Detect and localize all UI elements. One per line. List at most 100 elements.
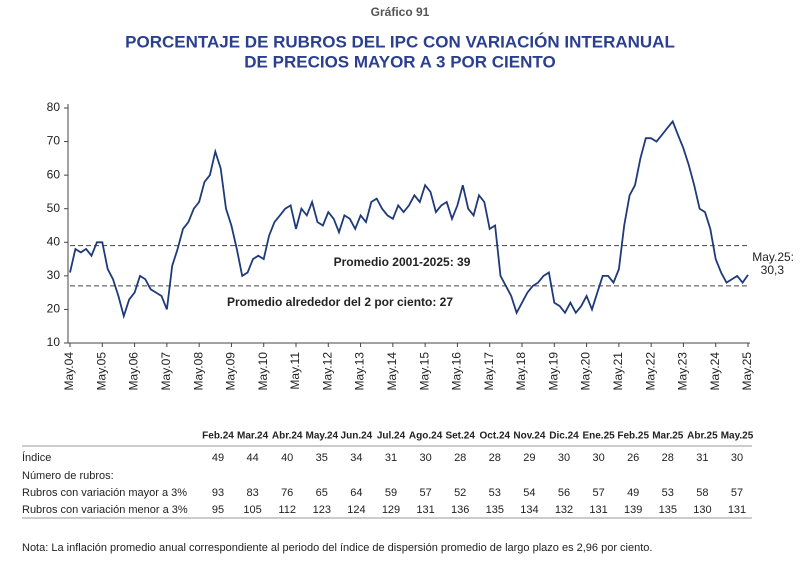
table-cell: 59 <box>385 487 397 499</box>
table-header: Jun.24 <box>341 431 373 442</box>
y-tick-label: 70 <box>47 134 61 148</box>
table-cell: 76 <box>281 487 293 499</box>
table-header: Oct.24 <box>480 431 511 442</box>
table-cell: 31 <box>696 452 708 464</box>
table-header: Abr.25 <box>687 431 718 442</box>
table-cell: 30 <box>731 452 743 464</box>
table-cell: 53 <box>662 487 674 499</box>
table-cell: 52 <box>454 487 466 499</box>
x-tick-label: May.16 <box>450 352 464 391</box>
table-cell: 49 <box>627 487 639 499</box>
end-label: 30,3 <box>761 263 785 277</box>
x-tick-label: May.04 <box>62 352 76 391</box>
table-cell: 44 <box>246 452 258 464</box>
table-header: Feb.25 <box>617 431 649 442</box>
table-cell: 112 <box>278 504 296 516</box>
table-cell: 132 <box>555 504 573 516</box>
table-cell: 105 <box>243 504 261 516</box>
table-cell: 139 <box>624 504 642 516</box>
table-cell: 57 <box>419 487 431 499</box>
table-cell: 30 <box>419 452 431 464</box>
reference-label: Promedio alrededor del 2 por ciento: 27 <box>227 295 453 309</box>
table-cell: 31 <box>385 452 397 464</box>
table-cell: 30 <box>558 452 570 464</box>
table-header: Jul.24 <box>377 431 406 442</box>
table-cell: 129 <box>382 504 400 516</box>
note: Nota: La inflación promedio anual corres… <box>22 542 652 554</box>
table-cell: 29 <box>523 452 535 464</box>
y-tick-label: 80 <box>47 100 61 114</box>
table-cell: 124 <box>347 504 365 516</box>
table-cell: 134 <box>520 504 538 516</box>
table-header: Feb.24 <box>202 431 234 442</box>
table-cell: 28 <box>489 452 501 464</box>
table-cell: 57 <box>592 487 604 499</box>
title: PORCENTAJE DE RUBROS DEL IPC CON VARIACI… <box>125 32 675 51</box>
x-tick-label: May.23 <box>676 352 690 391</box>
table-cell: 65 <box>316 487 328 499</box>
x-tick-label: May.22 <box>643 352 657 391</box>
x-tick-label: May.20 <box>579 352 593 391</box>
table-cell: 123 <box>313 504 331 516</box>
x-tick-label: May.07 <box>159 352 173 391</box>
table-cell: 93 <box>212 487 224 499</box>
x-tick-label: May.13 <box>353 352 367 391</box>
table-cell: 30 <box>592 452 604 464</box>
table-cell: 131 <box>728 504 746 516</box>
row-label: Número de rubros: <box>22 470 114 482</box>
series-line <box>69 119 749 320</box>
x-tick-label: May.15 <box>417 352 431 391</box>
x-tick-label: May.21 <box>611 352 625 391</box>
x-tick-label: May.08 <box>191 352 205 391</box>
table-cell: 135 <box>486 504 504 516</box>
table-header: May.24 <box>305 431 338 442</box>
y-tick-label: 50 <box>47 201 61 215</box>
x-tick-label: May.06 <box>127 352 141 391</box>
table-cell: 28 <box>454 452 466 464</box>
table-header: Mar.25 <box>652 431 684 442</box>
end-label: May.25: <box>752 250 794 264</box>
table-cell: 130 <box>693 504 711 516</box>
x-tick-label: May.17 <box>482 352 496 391</box>
table-cell: 131 <box>416 504 434 516</box>
x-tick-label: May.10 <box>256 352 270 391</box>
table-header: Nov.24 <box>513 431 545 442</box>
table-cell: 49 <box>212 452 224 464</box>
table-cell: 28 <box>662 452 674 464</box>
table-cell: 34 <box>350 452 362 464</box>
chart-label: Gráfico 91 <box>371 5 430 19</box>
row-label: Rubros con variación menor a 3% <box>22 504 188 516</box>
x-tick-label: May.18 <box>514 352 528 391</box>
table-cell: 56 <box>558 487 570 499</box>
x-tick-label: May.11 <box>288 352 302 390</box>
table-cell: 136 <box>451 504 469 516</box>
table-cell: 95 <box>212 504 224 516</box>
table-header: Mar.24 <box>237 431 269 442</box>
table-header: Ene.25 <box>582 431 615 442</box>
x-tick-label: May.12 <box>320 352 334 391</box>
table-cell: 26 <box>627 452 639 464</box>
title: DE PRECIOS MAYOR A 3 POR CIENTO <box>244 52 555 71</box>
row-label: Rubros con variación mayor a 3% <box>22 487 187 499</box>
table-header: Abr.24 <box>272 431 303 442</box>
table-cell: 135 <box>659 504 677 516</box>
y-tick-label: 40 <box>47 234 61 248</box>
x-tick-label: May.19 <box>546 352 560 391</box>
table-cell: 40 <box>281 452 293 464</box>
y-tick-label: 60 <box>47 167 61 181</box>
table-header: Set.24 <box>445 431 475 442</box>
table-cell: 54 <box>523 487 535 499</box>
table-cell: 83 <box>246 487 258 499</box>
y-tick-label: 20 <box>47 302 61 316</box>
table-cell: 58 <box>696 487 708 499</box>
table-cell: 53 <box>489 487 501 499</box>
row-label: Índice <box>22 451 51 464</box>
x-tick-label: May.25 <box>740 352 754 391</box>
x-tick-label: May.09 <box>224 352 238 391</box>
table-cell: 57 <box>731 487 743 499</box>
table-header: Dic.24 <box>549 431 579 442</box>
y-tick-label: 10 <box>47 335 61 349</box>
table-header: Ago.24 <box>409 431 443 442</box>
table-cell: 131 <box>589 504 607 516</box>
